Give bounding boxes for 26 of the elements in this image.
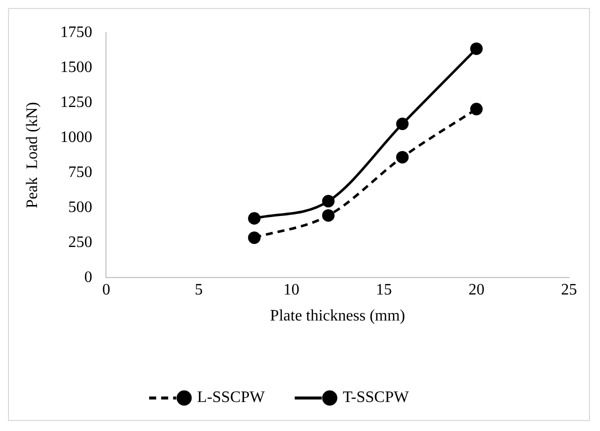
x-tick-label: 15 [376, 281, 392, 298]
x-tick-label: 0 [102, 281, 110, 298]
x-tick-label: 20 [468, 281, 484, 298]
point [322, 209, 335, 222]
x-axis-title: Plate thickness (mm) [270, 308, 406, 325]
y-tick-label: 1000 [60, 128, 92, 146]
y-tick-label: 1750 [60, 24, 92, 41]
point [470, 42, 483, 55]
point [322, 194, 335, 208]
x-tick-label: 10 [283, 281, 300, 298]
x-tick-label: 5 [194, 281, 203, 298]
legend-label: L-SSCPW [197, 389, 266, 406]
point [248, 231, 261, 244]
y-tick-label: 0 [84, 268, 92, 286]
x-tick-label: 25 [561, 281, 577, 298]
y-tick-label: 1500 [60, 58, 92, 76]
y-tick-label: 750 [68, 164, 92, 181]
legend-label: T-SSCPW [342, 389, 410, 406]
y-tick-label: 250 [68, 234, 92, 251]
point [470, 102, 483, 116]
point [248, 212, 261, 225]
point [396, 118, 409, 130]
y-tick-label: 1250 [60, 94, 92, 111]
y-tick-label: 500 [68, 198, 92, 216]
y-axis-title: Peak Load (kN) [24, 102, 41, 208]
point [396, 150, 409, 164]
